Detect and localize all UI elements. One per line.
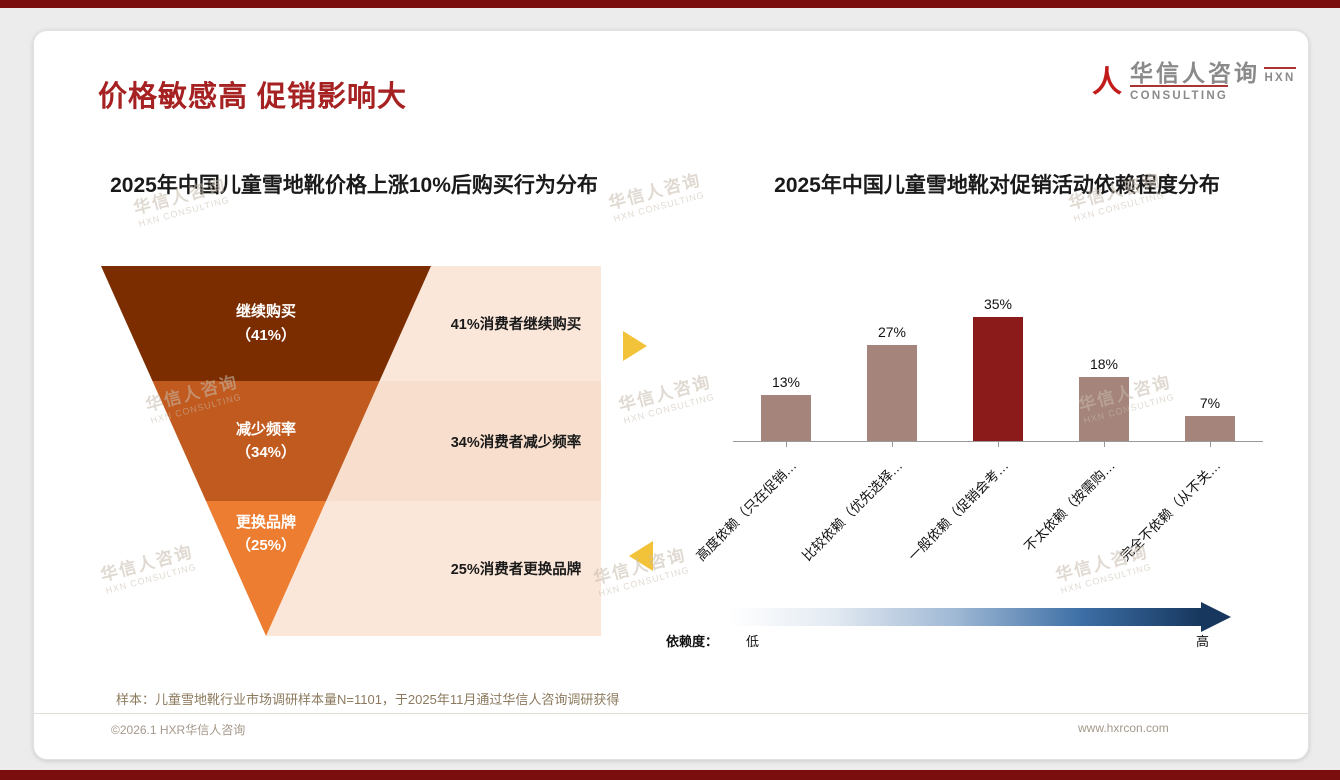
bar bbox=[973, 317, 1023, 441]
funnel-segment: 继续购买 （41%） bbox=[101, 266, 431, 381]
funnel-segment-label: 减少频率 bbox=[235, 420, 296, 438]
funnel-segment-label: 继续购买 bbox=[235, 303, 296, 321]
yellow-arrow-right-icon bbox=[623, 331, 647, 361]
axis-tick bbox=[786, 442, 787, 447]
bar-chart: 13% 27% 35% 18% 7% bbox=[733, 281, 1263, 442]
company-logo: 人 华信人咨询 HXN CONSULTING bbox=[1092, 60, 1308, 104]
funnel-chart-title: 2025年中国儿童雪地靴价格上涨10%后购买行为分布 bbox=[110, 174, 598, 197]
page-title: 价格敏感高 促销影响大 bbox=[98, 81, 408, 113]
dependency-high-label: 高 bbox=[1196, 634, 1210, 649]
funnel-segment-label: 更换品牌 bbox=[235, 514, 296, 531]
axis-tick bbox=[998, 442, 999, 447]
funnel-segment-pct: （41%） bbox=[235, 326, 297, 344]
watermark: 华信人咨询 HXN CONSULTING bbox=[616, 372, 716, 426]
bar-slot: 35% bbox=[945, 281, 1051, 441]
dependency-gradient-arrowhead-icon bbox=[1201, 602, 1231, 632]
funnel-segment-pct: （34%） bbox=[235, 444, 297, 461]
logo-name: 华信人咨询 bbox=[1130, 60, 1260, 86]
slide-card: 价格敏感高 促销影响大 人 华信人咨询 HXN CONSULTING 2025年… bbox=[33, 30, 1309, 760]
bar-category-label: 完全不依赖（从不关… bbox=[1117, 457, 1224, 564]
bar-slot: 18% bbox=[1051, 281, 1157, 441]
dependency-gradient-bar bbox=[729, 608, 1201, 626]
funnel-annotation-column: 41%消费者继续购买 34%消费者减少频率 25%消费者更换品牌 bbox=[266, 266, 601, 636]
bar-value-label: 18% bbox=[1089, 356, 1119, 372]
logo-person-icon: 人 bbox=[1092, 65, 1122, 99]
top-accent-band bbox=[0, 0, 1340, 8]
funnel-segment-pct: （25%） bbox=[235, 537, 297, 555]
bottom-accent-band bbox=[0, 770, 1340, 780]
bar bbox=[867, 345, 917, 441]
bar-value-label: 7% bbox=[1199, 395, 1221, 411]
bar-chart-title: 2025年中国儿童雪地靴对促销活动依赖程度分布 bbox=[774, 174, 1220, 197]
footer-divider bbox=[34, 713, 1308, 714]
bar-value-label: 35% bbox=[983, 296, 1013, 312]
bar bbox=[1185, 416, 1235, 441]
funnel-segment: 更换品牌 （25%） bbox=[205, 501, 327, 636]
bar-category-label: 不太依赖（按需购… bbox=[1020, 457, 1118, 555]
logo-subtitle: HXN CONSULTING bbox=[1130, 67, 1296, 103]
bar-category-label: 高度依赖（只在促销… bbox=[693, 457, 800, 564]
yellow-arrow-left-icon bbox=[629, 541, 653, 571]
footer-copyright: ©2026.1 HXR华信人咨询 bbox=[111, 723, 246, 737]
bar-value-label: 27% bbox=[877, 324, 907, 340]
axis-tick bbox=[892, 442, 893, 447]
axis-tick bbox=[1104, 442, 1105, 447]
dependency-low-label: 低 bbox=[746, 634, 760, 649]
bar-category-label: 比较依赖（优先选择… bbox=[799, 457, 906, 564]
bar-category-label: 一般依赖（促销会考… bbox=[905, 457, 1012, 564]
bar-slot: 27% bbox=[839, 281, 945, 441]
footer-website: www.hxrcon.com bbox=[1078, 721, 1169, 735]
sample-note: 样本：儿童雪地靴行业市场调研样本量N=1101，于2025年11月通过华信人咨询… bbox=[116, 692, 620, 707]
bar-slot: 7% bbox=[1157, 281, 1263, 441]
funnel-segment: 减少频率 （34%） bbox=[152, 381, 380, 501]
dependency-axis-label: 依赖度： bbox=[666, 634, 719, 649]
bar bbox=[761, 395, 811, 441]
funnel-chart: 继续购买 （41%） 减少频率 （34%） 更换品牌 （25%） bbox=[101, 266, 431, 636]
bar-slot: 13% bbox=[733, 281, 839, 441]
bar bbox=[1079, 377, 1129, 441]
funnel-annotation: 25%消费者更换品牌 bbox=[266, 501, 601, 636]
bar-value-label: 13% bbox=[771, 374, 801, 390]
axis-tick bbox=[1210, 442, 1211, 447]
